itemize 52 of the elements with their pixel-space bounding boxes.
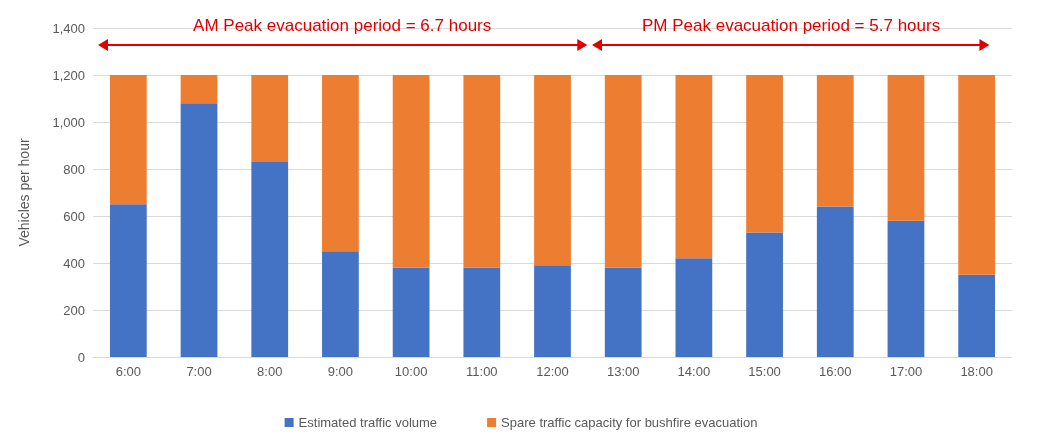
- bar: [109, 204, 147, 357]
- bar: [392, 267, 430, 357]
- bar: [958, 274, 996, 357]
- x-tick-label: 11:00: [466, 364, 498, 379]
- bar: [180, 75, 218, 104]
- annotation: AM Peak evacuation period = 6.7 hours: [192, 16, 493, 36]
- bar: [675, 75, 713, 259]
- bar: [816, 206, 854, 357]
- bar: [746, 75, 783, 233]
- y-tick-label: 600: [63, 208, 85, 224]
- x-tick-label: 8:00: [257, 364, 283, 379]
- bar: [251, 161, 289, 357]
- bar: [322, 75, 359, 252]
- y-tick-label: 1,200: [52, 67, 85, 83]
- y-tick-label: 0: [77, 349, 85, 365]
- bar: [109, 75, 147, 205]
- bar: [251, 75, 289, 162]
- y-tick-label: 400: [63, 255, 85, 271]
- bar: [675, 258, 713, 357]
- bar: [887, 220, 925, 357]
- bar: [322, 251, 359, 357]
- x-tick-label: 14:00: [677, 364, 711, 379]
- annotation: PM Peak evacuation period = 5.7 hours: [641, 16, 942, 36]
- bar: [534, 75, 571, 266]
- bar: [392, 75, 430, 268]
- y-tick-label: 1,000: [52, 114, 85, 130]
- bar: [180, 103, 218, 357]
- y-tick-label: 1,400: [52, 20, 85, 36]
- x-tick-label: 18:00: [960, 364, 993, 379]
- bar: [887, 75, 925, 221]
- x-tick-label: 7:00: [186, 364, 212, 379]
- legend-label: Estimated traffic volume: [298, 415, 438, 430]
- legend-label: Spare traffic capacity for bushfire evacuation: [501, 415, 758, 430]
- y-axis-title: Vehicles per hour: [16, 138, 32, 247]
- y-tick-label: 200: [63, 302, 85, 318]
- bar: [816, 75, 854, 207]
- x-tick-label: 9:00: [327, 364, 354, 379]
- y-tick-label: 800: [63, 161, 85, 177]
- x-tick-label: 6:00: [115, 364, 141, 379]
- bar: [534, 265, 571, 357]
- x-tick-label: 16:00: [819, 364, 852, 379]
- bar: [463, 267, 501, 357]
- bar: [746, 232, 783, 357]
- bar: [604, 75, 642, 268]
- x-tick-label: 13:00: [606, 364, 640, 379]
- x-tick-label: 10:00: [394, 364, 428, 379]
- bar: [604, 267, 642, 357]
- bar: [463, 75, 501, 268]
- bar: [958, 75, 996, 275]
- x-tick-label: 17:00: [889, 364, 923, 379]
- x-tick-label: 12:00: [536, 364, 569, 379]
- x-tick-label: 15:00: [748, 364, 781, 379]
